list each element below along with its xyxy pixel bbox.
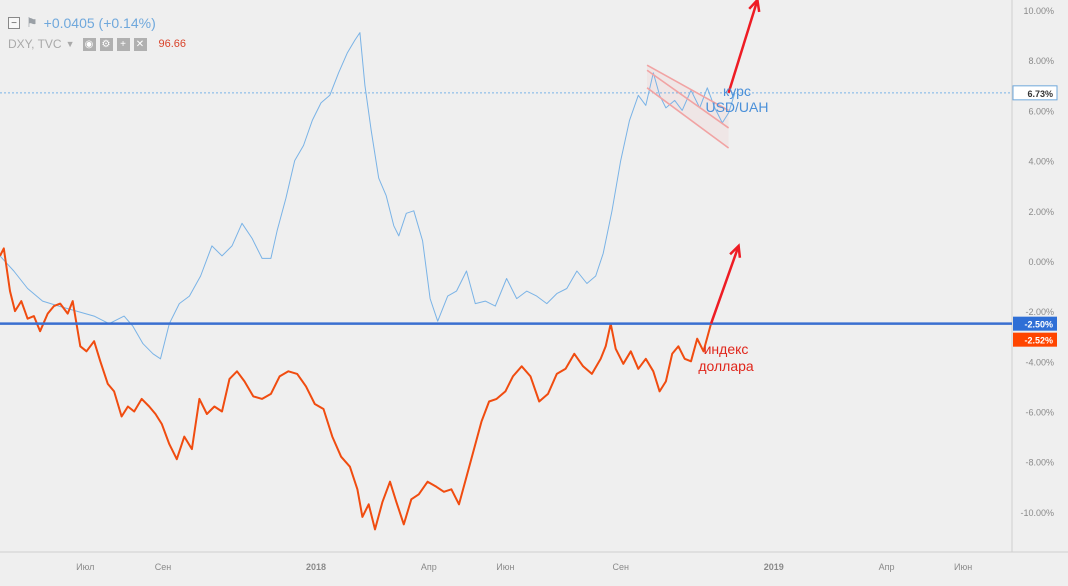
x-tick-label: 2018 — [306, 562, 326, 572]
y-tick-label: -10.00% — [1020, 508, 1054, 518]
dxy-label-line2: доллара — [698, 358, 754, 374]
x-tick-label: Июл — [76, 562, 94, 572]
annotations: курс USD/UAH индекс доллара — [698, 83, 768, 374]
channel-line — [646, 87, 730, 149]
y-tick-label: -6.00% — [1025, 407, 1054, 417]
chevron-down-icon[interactable]: ▼ — [65, 39, 75, 49]
badge-usd-uah: 6.73% — [1027, 89, 1053, 99]
eye-icon[interactable]: ◉ — [82, 37, 96, 51]
arrow-dxy-head — [729, 243, 742, 258]
plus-icon[interactable]: + — [116, 37, 130, 51]
uah-label-line2: USD/UAH — [705, 99, 768, 115]
y-tick-label: -4.00% — [1025, 357, 1054, 367]
price-badges: 6.73% -2.50% -2.52% — [1012, 85, 1058, 347]
drawings-layer-front — [0, 0, 1012, 325]
y-tick-label: 4.00% — [1028, 157, 1054, 167]
channel-line — [646, 69, 730, 129]
badge-dxy: -2.52% — [1024, 336, 1053, 346]
channel-fill — [647, 65, 729, 148]
y-tick-label: -8.00% — [1025, 458, 1054, 468]
y-tick-label: 10.00% — [1023, 6, 1054, 16]
x-tick-label: Сен — [613, 562, 630, 572]
x-tick-label: Сен — [155, 562, 172, 572]
x-tick-label: Апр — [421, 562, 437, 572]
axis-frame — [0, 0, 1068, 553]
y-tick-label: 8.00% — [1028, 56, 1054, 66]
series-line-usd-uah — [0, 32, 736, 360]
uah-label-line1: курс — [723, 83, 751, 99]
minus-square-icon[interactable]: − — [8, 17, 20, 29]
arrow-usd-uah — [727, 0, 759, 94]
badge-level: -2.50% — [1024, 320, 1053, 330]
badge-level-bg — [1013, 316, 1057, 331]
badge-dxy-bg — [1013, 332, 1057, 347]
gear-icon[interactable]: ⚙ — [99, 37, 113, 51]
y-tick-label: 2.00% — [1028, 207, 1054, 217]
badge-usd-uah-bg — [1012, 85, 1058, 101]
y-axis: 10.00% 8.00% 6.00% 4.00% 2.00% 0.00% -2.00% -4.… — [1020, 6, 1054, 518]
y-tick-label: -2.00% — [1025, 307, 1054, 317]
legend-symbol-row: DXY, TVC ▼ ◉ ⚙ + ✕ 96.66 — [8, 36, 186, 52]
x-axis: Июл Сен 2018 Апр Июн Сен 2019 Апр Июн — [76, 562, 972, 572]
series-line-dxy — [0, 247, 712, 531]
series-layer — [0, 32, 1012, 531]
flag-icon[interactable]: ⚑ — [26, 15, 38, 30]
channel-line — [646, 64, 729, 112]
legend-header: − ⚑ +0.0405 (+0.14%) — [8, 14, 156, 32]
x-tick-label: 2019 — [764, 562, 784, 572]
y-tick-label: 6.00% — [1028, 106, 1054, 116]
arrow-dxy — [709, 245, 740, 325]
price-change: +0.0405 (+0.14%) — [43, 15, 156, 31]
x-tick-label: Июн — [496, 562, 514, 572]
drawings-layer-back — [647, 65, 729, 148]
x-tick-label: Апр — [879, 562, 895, 572]
symbol-name[interactable]: DXY, TVC — [8, 37, 62, 51]
symbol-value: 96.66 — [158, 38, 187, 50]
arrow-usd-uah-head — [748, 0, 761, 13]
x-tick-label: Июн — [954, 562, 972, 572]
y-tick-label: 0.00% — [1028, 257, 1054, 267]
dxy-label-line1: индекс — [704, 341, 749, 357]
close-icon[interactable]: ✕ — [133, 37, 147, 51]
